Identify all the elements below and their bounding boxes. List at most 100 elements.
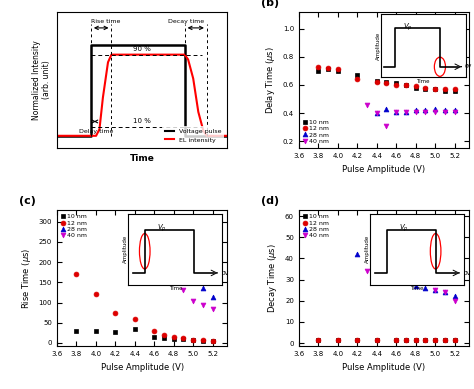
Text: (b): (b) [261,0,280,8]
10 nm [442,88,448,93]
12 nm [403,338,409,342]
12 nm [442,338,448,342]
40 nm [200,302,206,307]
28 nm [413,284,419,288]
12 nm [316,338,321,342]
10 nm [442,338,448,343]
Legend: 10 nm, 12 nm, 28 nm, 40 nm: 10 nm, 12 nm, 28 nm, 40 nm [60,213,88,240]
12 nm [452,87,457,91]
28 nm [151,267,157,272]
12 nm [112,310,118,315]
12 nm [93,292,99,297]
Legend: 10 nm, 12 nm, 28 nm, 40 nm: 10 nm, 12 nm, 28 nm, 40 nm [302,118,330,145]
28 nm [374,266,380,271]
10 nm [210,338,216,343]
40 nm [452,298,457,303]
Line: 12 nm: 12 nm [74,272,215,343]
40 nm [151,278,157,283]
40 nm [452,109,457,114]
40 nm [364,102,370,107]
28 nm [423,108,428,112]
12 nm [374,80,380,84]
28 nm [432,288,438,293]
10 nm [432,338,438,343]
28 nm [452,108,457,112]
28 nm [200,286,206,291]
40 nm [161,278,167,283]
40 nm [413,275,419,280]
X-axis label: Pulse Amplitude (V): Pulse Amplitude (V) [343,363,426,371]
Text: Rise time: Rise time [91,19,120,24]
12 nm [335,67,341,72]
10 nm [413,85,419,90]
12 nm [432,338,438,342]
10 nm [403,338,409,343]
12 nm [161,333,167,337]
40 nm [181,288,186,293]
28 nm [374,111,380,116]
10 nm [374,78,380,83]
Line: 10 nm: 10 nm [74,326,215,343]
40 nm [442,109,448,114]
Text: (d): (d) [261,196,280,206]
28 nm [403,109,409,114]
10 nm [112,330,118,335]
10 nm [432,87,438,91]
40 nm [423,109,428,114]
10 nm [161,336,167,340]
28 nm [355,252,360,256]
Legend: 10 nm, 12 nm, 28 nm, 40 nm: 10 nm, 12 nm, 28 nm, 40 nm [302,213,330,240]
40 nm [393,109,399,114]
Line: 12 nm: 12 nm [316,64,457,91]
12 nm [325,66,331,70]
12 nm [132,316,137,321]
Y-axis label: Delay Time ($\mu$s): Delay Time ($\mu$s) [264,46,277,114]
40 nm [383,123,389,128]
Line: 28 nm: 28 nm [374,106,457,116]
12 nm [73,272,79,277]
40 nm [403,109,409,114]
40 nm [423,277,428,282]
10 nm [355,73,360,77]
10 nm [335,68,341,73]
28 nm [210,294,216,299]
28 nm [432,107,438,111]
28 nm [171,270,177,275]
Y-axis label: Decay Time ($\mu$s): Decay Time ($\mu$s) [266,243,280,313]
12 nm [355,338,360,342]
28 nm [413,108,419,112]
40 nm [191,298,196,303]
Line: 40 nm: 40 nm [365,102,457,128]
Y-axis label: Normalized Intensity
(arb. unit): Normalized Intensity (arb. unit) [32,40,51,120]
12 nm [210,338,216,343]
10 nm [316,68,321,73]
10 nm [355,338,360,343]
40 nm [403,277,409,282]
28 nm [442,290,448,294]
10 nm [393,81,399,86]
12 nm [191,337,196,342]
12 nm [423,85,428,90]
Text: Delay time: Delay time [79,129,113,134]
Line: 28 nm: 28 nm [132,248,215,299]
10 nm [335,338,341,343]
40 nm [393,273,399,278]
Text: 90 %: 90 % [133,46,151,52]
28 nm [423,286,428,290]
10 nm [423,87,428,91]
28 nm [403,279,409,284]
40 nm [383,277,389,282]
40 nm [432,109,438,114]
12 nm [374,338,380,342]
40 nm [132,250,137,254]
12 nm [181,336,186,340]
10 nm [132,326,137,331]
12 nm [151,329,157,333]
28 nm [452,294,457,299]
40 nm [210,307,216,312]
10 nm [403,82,409,87]
40 nm [432,288,438,293]
12 nm [442,87,448,91]
10 nm [200,338,206,343]
28 nm [191,278,196,283]
